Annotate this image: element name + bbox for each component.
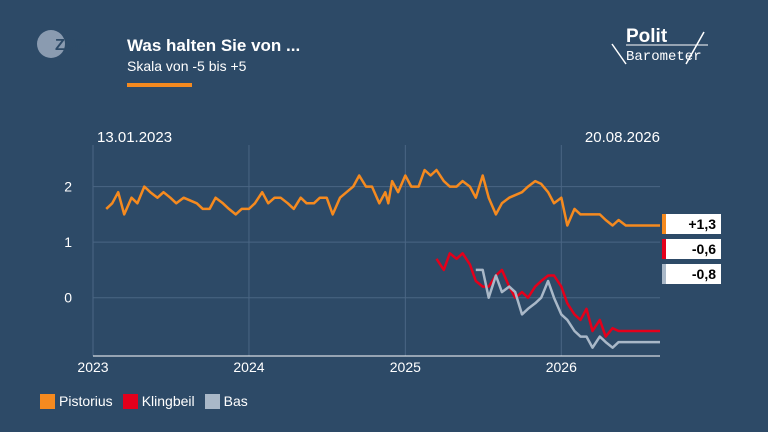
svg-text:Barometer: Barometer <box>626 49 702 65</box>
legend-label: Klingbeil <box>141 393 195 409</box>
politbarometer-logo: Polit Barometer <box>611 26 708 65</box>
page-subtitle: Skala von -5 bis +5 <box>127 58 247 74</box>
end-value-marker <box>662 264 666 284</box>
end-value-label: +1,3 <box>688 216 716 232</box>
x-tick-label: 2023 <box>77 359 108 375</box>
end-value-box <box>662 239 721 259</box>
legend-item: Pistorius <box>40 393 113 409</box>
x-tick-label: 2025 <box>390 359 421 375</box>
svg-text:ZDF: ZDF <box>55 37 86 54</box>
legend-label: Bas <box>223 393 248 409</box>
legend-swatch <box>40 393 55 409</box>
end-value-marker <box>662 214 666 234</box>
end-value-box <box>662 214 721 234</box>
series-line-bas <box>475 268 660 349</box>
x-tick-label: 2026 <box>546 359 577 375</box>
legend-swatch <box>204 393 220 409</box>
end-value-box <box>662 264 721 284</box>
series-line-pistorius <box>105 168 660 227</box>
legend-item: Bas <box>204 393 248 409</box>
legend: Pistorius Klingbeil Bas <box>40 393 248 409</box>
y-tick-label: 2 <box>64 179 72 195</box>
date-start-label: 13.01.2023 <box>97 129 172 146</box>
end-value-marker <box>662 239 666 259</box>
legend-item: Klingbeil <box>122 393 195 409</box>
y-tick-label: 1 <box>64 234 72 250</box>
legend-swatch <box>122 393 138 409</box>
date-end-label: 20.08.2026 <box>585 129 660 146</box>
accent-bar <box>127 83 192 87</box>
end-value-label: -0,6 <box>692 241 716 257</box>
svg-text:Polit: Polit <box>626 26 668 47</box>
x-tick-label: 2024 <box>233 359 264 375</box>
series-line-klingbeil <box>435 252 660 338</box>
zdf-logo: ZDF <box>37 30 86 58</box>
y-tick-label: 0 <box>64 290 72 306</box>
page-title: Was halten Sie von ... <box>127 36 301 55</box>
legend-label: Pistorius <box>59 393 113 409</box>
end-value-label: -0,8 <box>692 266 716 282</box>
